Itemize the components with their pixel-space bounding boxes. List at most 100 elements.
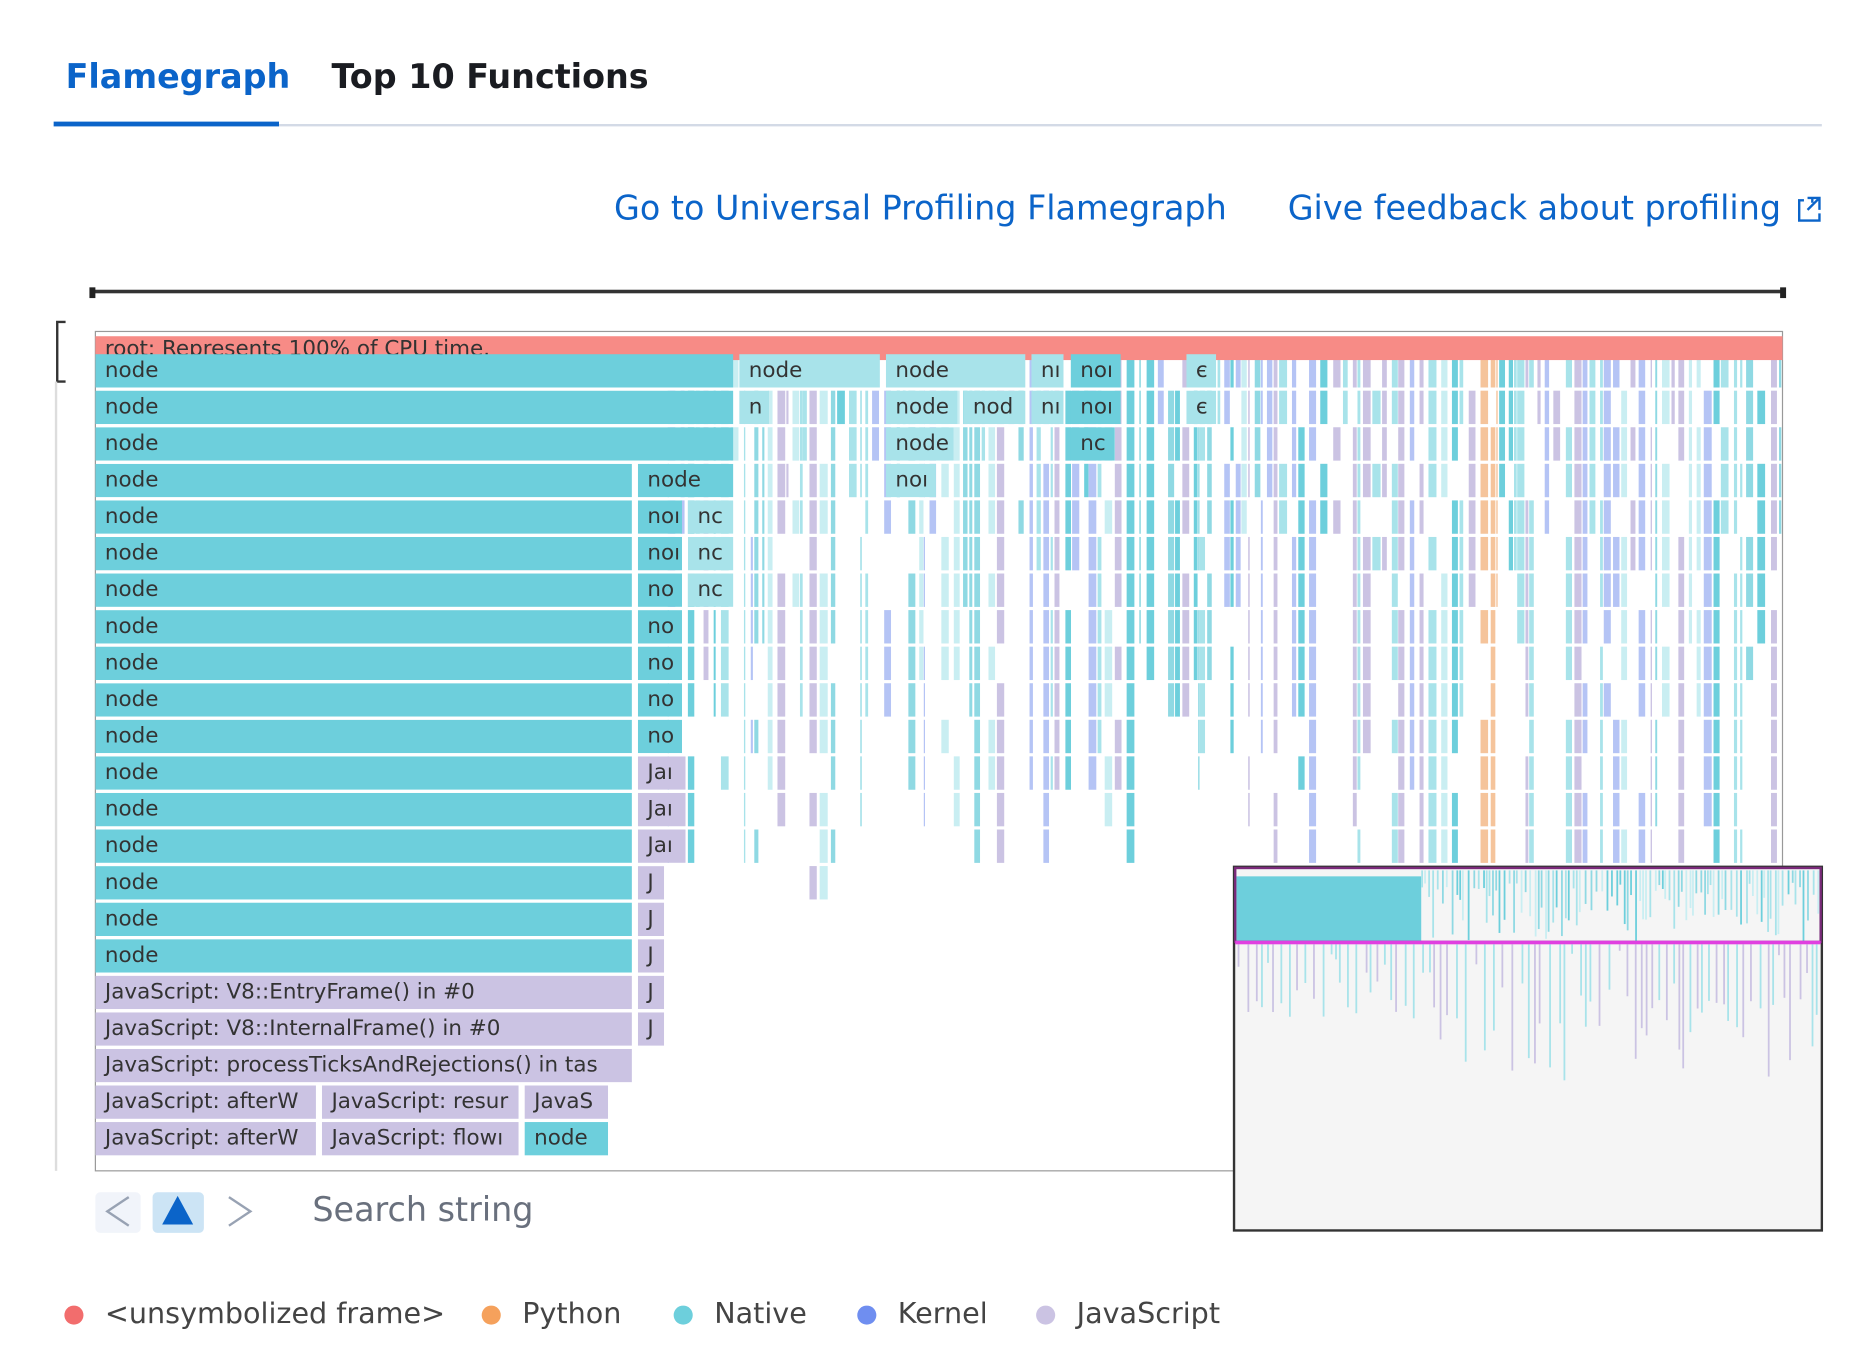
flame-frame <box>1678 683 1685 717</box>
flame-frame <box>1260 646 1263 681</box>
frame-label: noı <box>647 541 680 566</box>
flame-frame <box>1291 536 1297 571</box>
flame-frame <box>1050 646 1053 681</box>
flame-frame <box>908 719 916 754</box>
link[interactable]: Go to Universal Profiling Flamegraph <box>614 188 1227 227</box>
flame-frame <box>1362 573 1371 607</box>
prev-button[interactable] <box>95 1192 141 1233</box>
flame-frame <box>1029 573 1033 607</box>
link[interactable]: Give feedback about profiling <box>1288 188 1781 227</box>
minimap-stripe <box>1335 944 1337 960</box>
frame-box <box>637 1012 665 1046</box>
frame-label: noı <box>1080 358 1113 383</box>
flame-frame: node <box>95 939 632 973</box>
flame-frame <box>754 536 759 571</box>
flame-frame <box>1043 792 1050 827</box>
flame-frame <box>1544 500 1550 534</box>
flame-frame <box>1451 792 1458 827</box>
flame-frame <box>988 646 996 681</box>
flame-frame <box>687 829 695 863</box>
flame-frame <box>996 719 1005 754</box>
flame-frame <box>809 463 817 498</box>
flame-frame <box>1529 536 1534 571</box>
flame-frame <box>1168 610 1175 644</box>
flame-frame <box>777 463 786 498</box>
minimap-stripe <box>1787 870 1790 895</box>
flame-frame <box>923 792 925 827</box>
flame-frame <box>1600 646 1603 681</box>
flame-frame <box>1260 500 1263 534</box>
flame-frame <box>1114 756 1122 790</box>
flame-frame <box>1544 354 1550 388</box>
flame-frame <box>1600 792 1603 827</box>
frame-box <box>524 1085 609 1119</box>
frame-label: JavaScript: flowı <box>329 1126 503 1151</box>
flame-frame <box>1720 500 1729 534</box>
flame-frame <box>1661 354 1670 388</box>
minimap-stripe <box>1769 870 1772 919</box>
flame-frame <box>1126 500 1135 534</box>
minimap-stripe <box>1280 944 1283 1004</box>
flame-frame <box>1459 683 1464 717</box>
minimap-stripe <box>1727 944 1730 1021</box>
flame-frame <box>809 427 817 461</box>
flame-frame <box>1398 683 1405 717</box>
flame-frame <box>767 427 773 461</box>
flame-frame <box>1357 683 1361 717</box>
flame-frame <box>1696 610 1701 644</box>
flame-frame <box>1525 354 1529 388</box>
frame-label: node <box>105 833 159 858</box>
flame-frame <box>1638 683 1646 717</box>
tab[interactable]: Flamegraph <box>66 57 291 96</box>
flame-frame <box>1409 610 1415 644</box>
flame-frame <box>1490 354 1496 388</box>
flame-frame <box>1309 610 1317 644</box>
flame-frame <box>1613 792 1620 827</box>
flame-frame <box>908 573 916 607</box>
flame-frame <box>1266 463 1273 498</box>
frame-box <box>95 939 632 973</box>
flame-frame <box>969 646 973 681</box>
flame-frame: nı <box>1031 390 1064 425</box>
search-input[interactable]: Search string <box>312 1190 533 1229</box>
flame-frame <box>1525 573 1529 607</box>
minimap-stripe <box>1473 870 1476 889</box>
flame-frame <box>974 792 981 827</box>
flame-frame <box>1600 427 1603 461</box>
flame-frame <box>1320 390 1328 425</box>
flame-frame <box>1733 573 1738 607</box>
flame-frame <box>865 646 869 681</box>
flame-frame <box>1065 683 1072 717</box>
flame-frame <box>1565 646 1573 681</box>
flame-frame <box>1655 610 1658 644</box>
flame-frame <box>1650 610 1652 644</box>
flame-frame <box>809 646 817 681</box>
flame-frame <box>1565 610 1573 644</box>
flame-frame <box>872 390 880 425</box>
flame-frame: Jaı <box>637 756 686 790</box>
flame-frame <box>1298 683 1305 717</box>
flame-frame <box>1480 463 1489 498</box>
minimap-stripe <box>1595 870 1598 892</box>
tab[interactable]: Top 10 Functions <box>331 57 648 96</box>
frame-box <box>95 536 632 571</box>
flame-frame <box>1139 610 1141 644</box>
flame-frame: node <box>95 756 632 790</box>
flame-frame <box>919 610 924 644</box>
flame-frame <box>1072 463 1080 498</box>
frame-label: JavaScript: afterW <box>103 1126 299 1151</box>
frame-box <box>95 1122 316 1156</box>
flame-frame <box>1254 354 1261 388</box>
minimap-stripe <box>1668 870 1671 901</box>
flame-frame <box>1352 792 1357 827</box>
flame-frame <box>1459 500 1464 534</box>
flame-frame <box>1260 390 1263 425</box>
flame-frame <box>1613 354 1620 388</box>
flame-frame <box>1382 354 1387 388</box>
flame-frame <box>687 683 695 717</box>
frame-label: node <box>105 870 159 895</box>
frame-box <box>95 756 632 790</box>
frame-box <box>95 610 632 644</box>
next-button[interactable] <box>214 1192 260 1233</box>
minimap-stripe <box>1446 944 1448 1016</box>
